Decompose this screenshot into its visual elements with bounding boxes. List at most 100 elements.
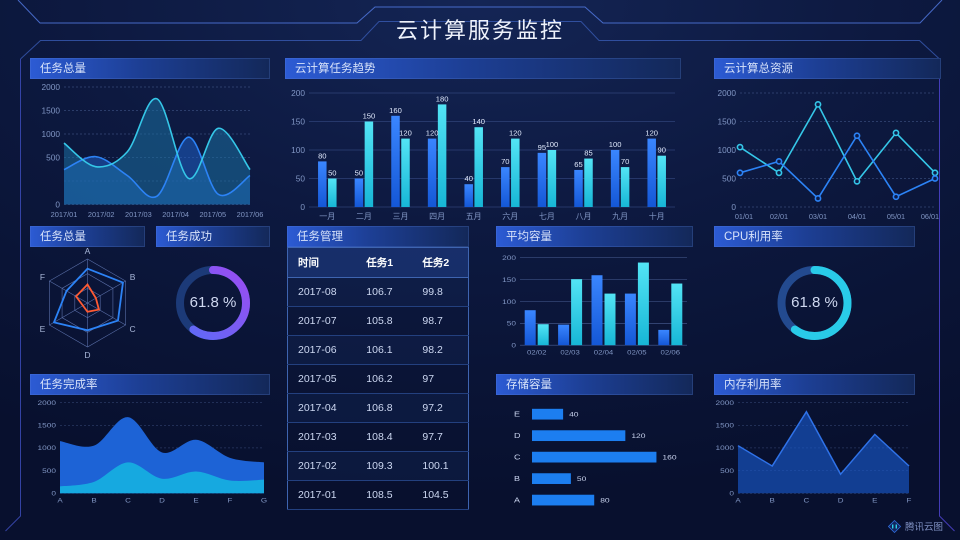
svg-text:100: 100 <box>546 140 559 149</box>
svg-text:C: C <box>514 453 521 461</box>
svg-text:200: 200 <box>502 254 516 262</box>
svg-text:六月: 六月 <box>502 211 518 221</box>
svg-text:02/05: 02/05 <box>627 350 647 356</box>
svg-text:61.8 %: 61.8 % <box>791 294 838 311</box>
svg-text:0: 0 <box>729 489 734 497</box>
svg-text:500: 500 <box>720 467 734 475</box>
svg-text:D: D <box>159 497 165 504</box>
svg-text:1000: 1000 <box>716 444 734 452</box>
svg-text:四月: 四月 <box>429 212 445 221</box>
svg-text:150: 150 <box>363 112 376 121</box>
svg-text:F: F <box>40 272 45 282</box>
svg-text:140: 140 <box>472 117 485 126</box>
svg-text:1500: 1500 <box>42 106 61 116</box>
svg-text:九月: 九月 <box>612 212 628 221</box>
svg-text:1500: 1500 <box>716 422 734 430</box>
svg-text:2000: 2000 <box>716 399 734 407</box>
svg-text:0: 0 <box>511 341 516 349</box>
svg-text:B: B <box>91 497 97 504</box>
svg-text:03/01: 03/01 <box>809 212 827 221</box>
svg-text:500: 500 <box>46 153 60 163</box>
svg-text:E: E <box>193 497 199 504</box>
svg-text:80: 80 <box>318 151 326 160</box>
svg-text:1000: 1000 <box>38 444 56 452</box>
svg-text:1500: 1500 <box>718 117 737 127</box>
svg-text:50: 50 <box>296 174 306 184</box>
svg-text:F: F <box>907 497 913 504</box>
svg-text:C: C <box>125 497 131 504</box>
svg-text:200: 200 <box>291 88 305 98</box>
svg-text:二月: 二月 <box>356 212 372 221</box>
svg-text:C: C <box>804 497 810 504</box>
svg-text:2017/04: 2017/04 <box>162 210 189 219</box>
svg-text:180: 180 <box>436 94 449 103</box>
svg-text:160: 160 <box>662 453 676 461</box>
svg-text:E: E <box>872 497 878 504</box>
svg-text:70: 70 <box>621 157 629 166</box>
svg-text:150: 150 <box>291 117 305 127</box>
svg-text:1500: 1500 <box>38 422 56 430</box>
svg-text:十月: 十月 <box>649 211 665 221</box>
svg-text:90: 90 <box>657 146 665 155</box>
svg-text:1000: 1000 <box>42 129 61 139</box>
svg-text:150: 150 <box>502 276 516 284</box>
svg-text:G: G <box>261 497 267 504</box>
svg-text:04/01: 04/01 <box>848 212 866 221</box>
svg-text:02/01: 02/01 <box>770 212 788 221</box>
svg-text:A: A <box>85 247 91 256</box>
svg-text:100: 100 <box>609 140 622 149</box>
svg-text:C: C <box>129 324 135 334</box>
svg-text:1000: 1000 <box>718 145 737 155</box>
svg-text:一月: 一月 <box>319 212 335 221</box>
svg-text:50: 50 <box>328 169 336 178</box>
svg-text:A: A <box>735 497 741 504</box>
svg-text:06/01: 06/01 <box>921 212 939 221</box>
svg-text:B: B <box>130 272 136 282</box>
svg-text:A: A <box>57 497 63 504</box>
svg-text:E: E <box>514 410 520 418</box>
svg-text:01/01: 01/01 <box>735 212 753 221</box>
svg-text:0: 0 <box>51 489 56 497</box>
svg-text:80: 80 <box>600 496 609 504</box>
svg-text:61.8 %: 61.8 % <box>190 294 237 311</box>
svg-text:E: E <box>40 324 46 334</box>
svg-text:D: D <box>84 350 90 359</box>
svg-text:三月: 三月 <box>393 212 409 221</box>
svg-text:50: 50 <box>355 169 363 178</box>
svg-text:50: 50 <box>577 475 586 483</box>
svg-text:2000: 2000 <box>42 82 61 92</box>
svg-text:05/01: 05/01 <box>887 212 905 221</box>
svg-text:0: 0 <box>731 202 736 212</box>
svg-text:120: 120 <box>399 129 412 138</box>
svg-text:D: D <box>838 497 844 504</box>
svg-text:F: F <box>228 497 234 504</box>
svg-text:100: 100 <box>291 145 305 155</box>
svg-text:120: 120 <box>426 129 439 138</box>
svg-text:70: 70 <box>501 157 509 166</box>
svg-text:五月: 五月 <box>466 212 482 221</box>
svg-text:50: 50 <box>507 320 516 328</box>
svg-text:40: 40 <box>569 410 578 418</box>
svg-text:160: 160 <box>389 106 402 115</box>
svg-text:2017/01: 2017/01 <box>51 210 78 219</box>
svg-text:D: D <box>514 432 521 440</box>
svg-text:A: A <box>514 496 521 504</box>
svg-text:85: 85 <box>584 149 592 158</box>
svg-text:2017/02: 2017/02 <box>88 210 115 219</box>
svg-text:40: 40 <box>464 174 472 183</box>
svg-text:02/02: 02/02 <box>527 350 547 356</box>
svg-text:100: 100 <box>502 298 516 306</box>
svg-text:B: B <box>514 475 520 483</box>
svg-text:120: 120 <box>509 129 522 138</box>
svg-text:2017/05: 2017/05 <box>199 210 226 219</box>
svg-text:500: 500 <box>722 174 736 184</box>
svg-text:65: 65 <box>574 160 582 169</box>
svg-text:2017/06: 2017/06 <box>237 210 264 219</box>
svg-text:02/03: 02/03 <box>560 350 580 356</box>
svg-text:0: 0 <box>300 202 305 212</box>
svg-text:500: 500 <box>42 467 56 475</box>
svg-text:2000: 2000 <box>38 399 56 407</box>
svg-text:02/06: 02/06 <box>661 350 681 356</box>
svg-text:B: B <box>770 497 776 504</box>
svg-text:0: 0 <box>55 200 60 210</box>
